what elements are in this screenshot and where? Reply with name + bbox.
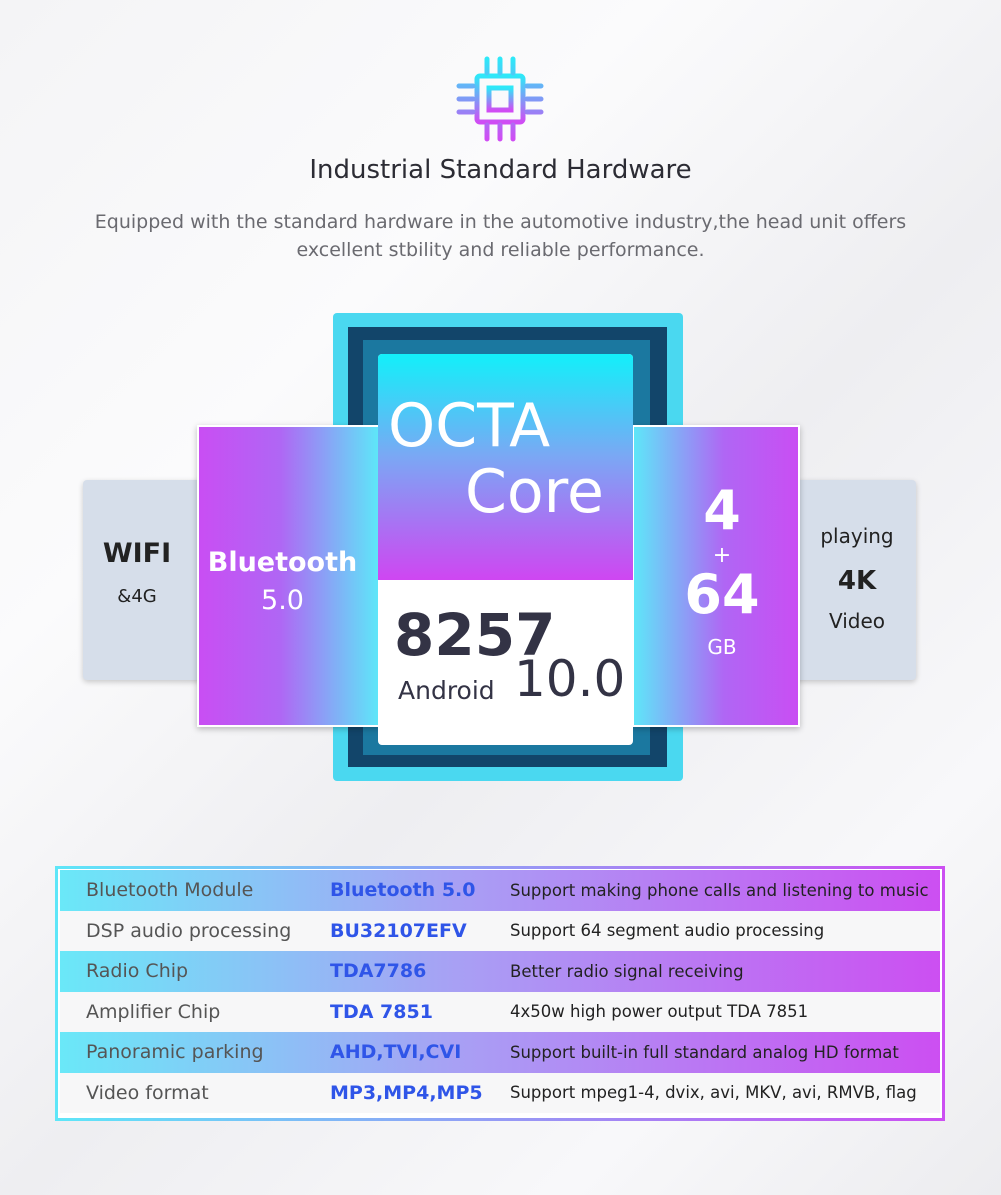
spec-name: Panoramic parking bbox=[86, 1041, 264, 1064]
spec-description: Support making phone calls and listening… bbox=[510, 880, 929, 900]
table-row: DSP audio processing BU32107EFV Support 64… bbox=[60, 910, 940, 951]
spec-value: TDA7786 bbox=[330, 960, 427, 983]
page-title: Industrial Standard Hardware bbox=[309, 155, 692, 185]
spec-name: Bluetooth Module bbox=[86, 879, 254, 902]
spec-description: Better radio signal receiving bbox=[510, 961, 744, 981]
spec-value: AHD,TVI,CVI bbox=[330, 1041, 462, 1064]
spec-name: Radio Chip bbox=[86, 960, 189, 983]
bluetooth-title: Bluetooth bbox=[207, 547, 358, 578]
spec-value: Bluetooth 5.0 bbox=[330, 879, 476, 902]
spec-description: 4x50w high power output TDA 7851 bbox=[510, 1002, 809, 1022]
table-row: Bluetooth Module Bluetooth 5.0 Support mak… bbox=[60, 870, 940, 911]
android-version: 10.0 bbox=[514, 650, 626, 708]
spec-name: Video format bbox=[86, 1081, 209, 1104]
table-row: Panoramic parking AHD,TVI,CVI Support buil… bbox=[60, 1032, 940, 1073]
android-label: Android bbox=[398, 676, 495, 705]
table-row: Video format MP3,MP4,MP5 Support mpeg1-4, … bbox=[60, 1072, 940, 1113]
video-line3: Video bbox=[828, 609, 886, 633]
wifi-card: WIFI &4G bbox=[83, 480, 203, 680]
spec-description: Support built-in full standard analog HD… bbox=[510, 1042, 899, 1062]
table-row: Amplifier Chip TDA 7851 4x50w high power o… bbox=[60, 991, 940, 1032]
video-line1: playing bbox=[820, 524, 894, 548]
spec-name: DSP audio processing bbox=[86, 919, 292, 942]
spec-value: BU32107EFV bbox=[330, 919, 467, 942]
ram-value: 4 bbox=[703, 479, 741, 542]
octa-label: OCTA bbox=[388, 391, 551, 461]
storage-value: 64 bbox=[684, 563, 760, 626]
memory-panel: 4 + 64 GB bbox=[632, 425, 800, 727]
bluetooth-version: 5.0 bbox=[261, 585, 304, 616]
subtitle-line-2: excellent stbility and reliable performa… bbox=[296, 239, 705, 261]
chip-card: OCTA Core 8257 Android 10.0 bbox=[378, 354, 633, 745]
spec-description: Support mpeg1-4, dvix, avi, MKV, avi, RM… bbox=[510, 1083, 917, 1103]
core-label: Core bbox=[465, 457, 604, 527]
wifi-sub: &4G bbox=[117, 586, 157, 607]
spec-value: TDA 7851 bbox=[330, 1000, 433, 1023]
wifi-title: WIFI bbox=[102, 538, 172, 569]
subtitle-line-1: Equipped with the standard hardware in t… bbox=[94, 211, 907, 233]
spec-value: MP3,MP4,MP5 bbox=[330, 1081, 483, 1104]
spec-name: Amplifier Chip bbox=[86, 1000, 221, 1023]
storage-unit: GB bbox=[707, 635, 737, 659]
video-line2: 4K bbox=[837, 566, 877, 596]
plus-sign: + bbox=[712, 543, 732, 568]
bluetooth-panel: Bluetooth 5.0 bbox=[197, 425, 380, 727]
spec-description: Support 64 segment audio processing bbox=[510, 921, 825, 941]
table-row: Radio Chip TDA7786 Better radio signal rec… bbox=[60, 951, 940, 992]
chip-model: 8257 bbox=[394, 601, 556, 669]
video-card: playing 4K Video bbox=[792, 480, 916, 680]
cpu-chip-icon bbox=[456, 56, 544, 142]
spec-table: Bluetooth Module Bluetooth 5.0 Support mak… bbox=[55, 866, 945, 1121]
